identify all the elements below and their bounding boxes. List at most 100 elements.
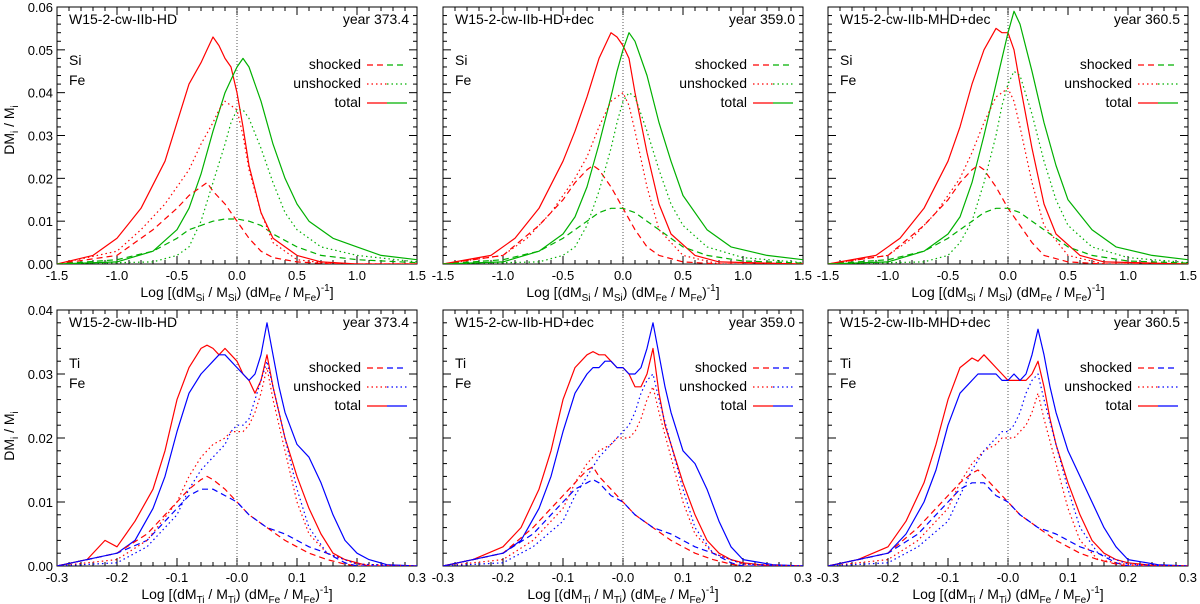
legend-label-dashed: shocked	[695, 359, 747, 375]
x-tick-label: -1.0	[492, 268, 514, 283]
legend-label-dashed: shocked	[1080, 359, 1132, 375]
x-tick-label: -1.5	[817, 268, 839, 283]
bottom-row-y-axis-label: DMi / Mi	[1, 411, 21, 461]
legend-label-dotted: unshocked	[679, 378, 747, 394]
series-line-fe-dashed	[443, 466, 803, 566]
panel-model-label: W15-2-cw-IIb-MHD+dec	[840, 11, 991, 27]
x-axis-label-part: -1	[707, 283, 716, 294]
x-axis-label-part: Ti	[999, 595, 1007, 604]
series-line-si-dashed	[57, 218, 417, 264]
y-tick-label: 0.02	[28, 431, 53, 446]
series-line-fe-solid	[828, 354, 1188, 566]
panel-model-label: W15-2-cw-IIb-HD	[69, 314, 177, 330]
x-axis-label-part: ) (dM	[1008, 284, 1041, 300]
x-axis-label-part: / M	[281, 284, 304, 300]
x-tick-label: -0.1	[552, 570, 574, 585]
x-axis-label-part: Ti	[228, 595, 236, 604]
x-axis-label-part: Fe	[655, 595, 667, 604]
x-axis-label-part: Fe	[690, 595, 702, 604]
series-line-fe-dashed	[57, 182, 417, 264]
x-tick-label: -0.2	[106, 570, 128, 585]
x-tick-label: 0.3	[408, 570, 426, 585]
series-line-fe-dotted	[57, 100, 417, 264]
y-tick-label: 0.04	[28, 86, 53, 101]
x-axis-label-part: ]	[715, 586, 719, 602]
x-tick-label: -0.5	[937, 268, 959, 283]
series-line-fe-dotted	[443, 386, 803, 566]
x-axis-label-part: / M	[1051, 586, 1074, 602]
x-axis-label-part: Log [(dM	[912, 586, 967, 602]
series-line-fe-solid	[443, 32, 803, 264]
x-axis-label-part: / M	[667, 284, 690, 300]
x-axis-label-part: ) (dM	[236, 586, 269, 602]
panel-year-label: year 373.4	[343, 11, 409, 27]
plot-frame	[56, 6, 418, 265]
chart-panel-3: -1.5 -1.0 -0.5 0.0 0.5 1.0 1.5 W15-2-cw-IIb-MHD…	[817, 6, 1197, 304]
x-axis-label-part: Fe	[269, 293, 281, 304]
x-tick-label: 0.3	[794, 570, 812, 585]
series-line-fe-dashed	[57, 475, 417, 566]
x-axis-label-part: -1	[321, 283, 330, 294]
y-tick-label: 0.04	[28, 303, 53, 318]
x-axis-label-part: Fe	[1040, 293, 1052, 304]
x-tick-label: 0.3	[1179, 570, 1197, 585]
x-axis-label-part: Si	[999, 293, 1008, 304]
x-axis-label-part: ]	[330, 284, 334, 300]
x-axis-label: Log [(dMSi / MSi) (dMFe / MFe)-1]	[526, 283, 719, 304]
y-tick-label: 0.01	[28, 214, 53, 229]
x-axis-label-part: ) (dM	[237, 284, 270, 300]
element-label-ti: Ti	[455, 355, 466, 371]
x-axis-label-part: Si	[196, 293, 205, 304]
chart-panel-5: -0.3 -0.2 -0.1 -0.0 0.1 0.2 0.3 W15-2-cw-IIb-HD…	[432, 309, 812, 604]
legend-label-dotted: unshocked	[1064, 378, 1132, 394]
x-axis-label-part: / M	[976, 284, 999, 300]
panel-model-label: W15-2-cw-IIb-MHD+dec	[840, 314, 991, 330]
series-line-si-dotted	[443, 92, 803, 264]
legend-label-dotted: unshocked	[1064, 75, 1132, 91]
chart-panel-4: -0.3 -0.2 -0.1 -0.0 0.1 0.2 0.3 0.00 0.01 0.02 0.0…	[28, 303, 426, 604]
x-axis-label-part: Log [(dM	[526, 284, 581, 300]
legend-label-solid: total	[1106, 397, 1132, 413]
x-axis-label-part: Fe	[304, 293, 316, 304]
x-axis-label-part: )	[316, 284, 321, 300]
series-line-fe-dashed	[443, 164, 803, 264]
panel-year-label: year 360.5	[1114, 314, 1180, 330]
legend-label-solid: total	[721, 94, 747, 110]
legend-label-solid: total	[1106, 94, 1132, 110]
x-axis-label-part: / M	[591, 284, 614, 300]
legend-label-solid: total	[335, 94, 361, 110]
series-line-ti-dashed	[828, 482, 1188, 566]
panel-year-label: year 359.0	[729, 314, 795, 330]
plot-frame	[56, 309, 418, 567]
x-axis-label: Log [(dMTi / MTi) (dMFe / MFe)-1]	[912, 585, 1103, 604]
x-tick-label: 1.0	[734, 268, 752, 283]
x-tick-label: 0.0	[228, 268, 246, 283]
x-tick-label: 1.0	[1119, 268, 1137, 283]
x-tick-label: -1.0	[877, 268, 899, 283]
x-axis-label-part: / M	[666, 586, 689, 602]
x-axis-label-part: Log [(dM	[911, 284, 966, 300]
element-label-fe: Fe	[840, 375, 857, 391]
series-line-si-dashed	[828, 207, 1188, 264]
x-axis-label-part: Fe	[655, 293, 667, 304]
x-axis-label: Log [(dMSi / MSi) (dMFe / MFe)-1]	[911, 283, 1104, 304]
x-tick-label: -0.1	[937, 570, 959, 585]
x-axis-label-part: )	[1086, 586, 1091, 602]
x-axis-label-part: / M	[591, 586, 614, 602]
x-tick-label: 0.5	[1059, 268, 1077, 283]
x-tick-label: -0.5	[552, 268, 574, 283]
x-tick-label: 0.0	[614, 268, 632, 283]
y-tick-label: 0.06	[28, 0, 53, 15]
series-line-ti-solid	[443, 322, 803, 566]
x-axis-label-part: Fe	[304, 595, 316, 604]
x-axis-label-part: )	[701, 586, 706, 602]
y-tick-label: 0.00	[28, 559, 53, 574]
x-axis-label-part: ]	[716, 284, 720, 300]
x-axis-label-part: Ti	[583, 595, 591, 604]
x-axis-label: Log [(dMTi / MTi) (dMFe / MFe)-1]	[141, 585, 332, 604]
x-tick-label: -0.3	[817, 570, 839, 585]
series-line-fe-dotted	[443, 92, 803, 264]
x-tick-label: 0.2	[734, 570, 752, 585]
x-axis-label-part: ) (dM	[623, 284, 656, 300]
